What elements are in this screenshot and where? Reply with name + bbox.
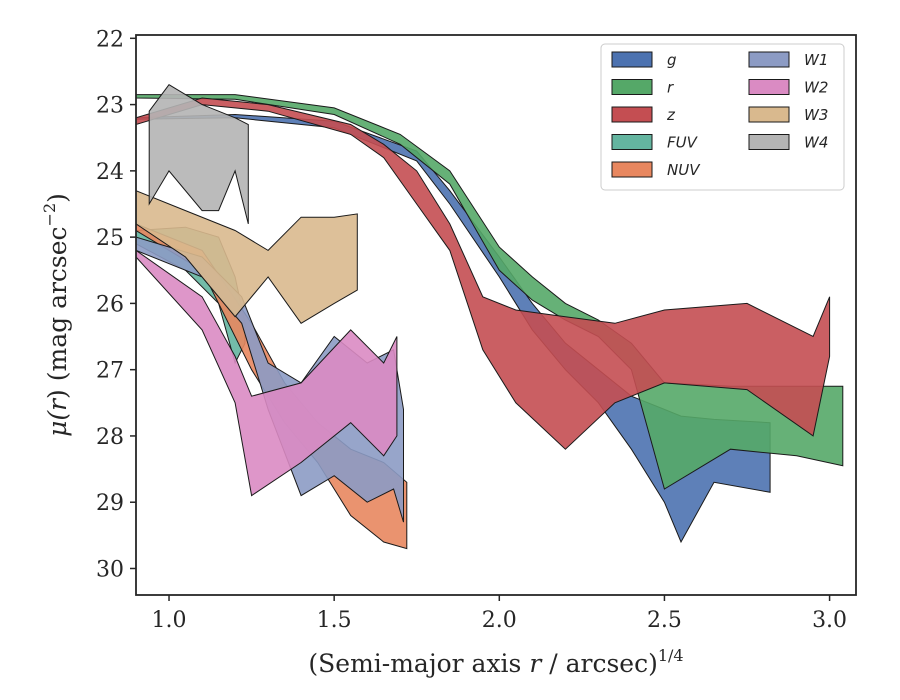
- y-tick-label: 26: [96, 292, 124, 317]
- x-axis-label: (Semi-major axis r / arcsec)1/4: [308, 646, 683, 678]
- legend-swatch-r: [611, 79, 653, 95]
- area-w3: [136, 190, 358, 324]
- area-w1: [136, 236, 404, 523]
- x-tick-label: 2.5: [647, 608, 682, 633]
- y-tick-label: 30: [96, 557, 124, 582]
- y-tick-label: 28: [96, 425, 124, 450]
- legend-label-w2: W2: [804, 79, 828, 97]
- legend-swatch-w4: [748, 134, 790, 150]
- legend-swatch-w1: [748, 51, 790, 68]
- y-tick-label: 23: [96, 94, 124, 119]
- area-z: [136, 97, 831, 450]
- series-areas: [136, 84, 844, 550]
- x-tick-label: 3.0: [812, 608, 847, 633]
- plot-frame: [135, 34, 857, 596]
- legend-swatch-nuv: [611, 161, 653, 178]
- legend-label-nuv: NUV: [667, 161, 701, 179]
- legend-label-fuv: FUV: [667, 134, 699, 152]
- area-w2: [136, 249, 398, 497]
- x-axis: 1.0 1.5 2.0 2.5 3.0: [152, 595, 847, 633]
- legend-label-z: z: [666, 106, 676, 124]
- y-tick-label: 22: [96, 27, 124, 52]
- legend-label-w3: W3: [804, 106, 828, 124]
- legend-label-r: r: [667, 79, 674, 97]
- area-r: [136, 94, 844, 490]
- y-axis: 22 23 24 25 26 27 28 29 30: [96, 27, 136, 582]
- legend-swatch-w3: [748, 106, 790, 123]
- x-tick-label: 1.0: [152, 608, 187, 633]
- legend-swatch-fuv: [611, 134, 653, 150]
- y-tick-label: 29: [96, 491, 124, 516]
- y-axis-label: μ(r) (mag arcsec−2): [40, 193, 72, 437]
- legend-label-g: g: [667, 51, 677, 69]
- y-tick-label: 24: [96, 160, 124, 185]
- y-tick-label: 27: [96, 359, 124, 384]
- legend-label-w1: W1: [804, 51, 828, 69]
- legend-label-w4: W4: [804, 134, 828, 152]
- x-tick-label: 2.0: [482, 608, 517, 633]
- legend-swatch-z: [611, 106, 653, 123]
- legend-swatch-g: [611, 51, 653, 68]
- y-tick-label: 25: [96, 226, 124, 251]
- legend: grz FUV NUV W1 W2 W3 W4: [600, 43, 845, 191]
- legend-swatch-w2: [748, 79, 790, 95]
- x-tick-label: 1.5: [317, 608, 352, 633]
- area-w4: [148, 84, 249, 225]
